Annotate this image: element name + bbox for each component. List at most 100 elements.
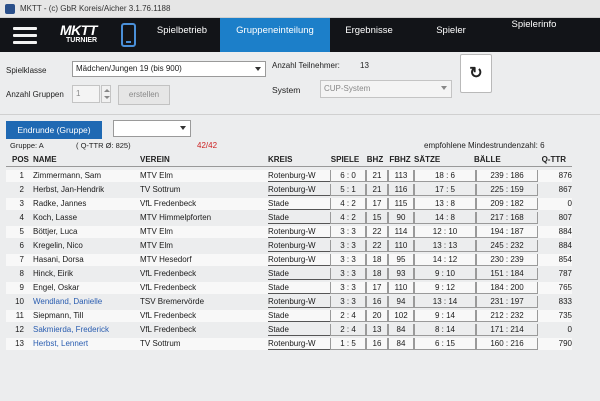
- cell-spiele: 2 : 4: [330, 310, 366, 322]
- main-navbar: MKTT TURNIER Spielbetrieb Gruppeneinteil…: [0, 18, 600, 52]
- tab-spieler[interactable]: Spieler: [436, 25, 466, 36]
- cell-pos: 10: [15, 297, 24, 306]
- table-row[interactable]: 8 Hinck, Eirik VfL Fredenbeck Stade 3 : 3 18 9…: [6, 268, 572, 280]
- cell-kreis: Rotenburg-W: [268, 338, 330, 350]
- cell-baelle: 231 : 197: [476, 296, 538, 308]
- cell-name: Hasani, Dorsa: [33, 255, 84, 264]
- table-row[interactable]: 3 Radke, Jannes VfL Fredenbeck Stade 4 : 2 17…: [6, 198, 572, 210]
- cell-fbhz: 113: [388, 170, 414, 182]
- tab-spielbetrieb[interactable]: Spielbetrieb: [156, 25, 208, 36]
- cell-kreis: Stade: [268, 268, 330, 280]
- cell-verein: MTV Himmelpforten: [140, 213, 212, 222]
- col-header-baelle: BÄLLE: [474, 155, 501, 164]
- cell-kreis: Rotenburg-W: [268, 240, 330, 252]
- cell-verein: MTV Elm: [140, 171, 173, 180]
- cell-qttr: 735: [558, 311, 572, 320]
- cell-pos: 2: [19, 185, 24, 194]
- stepper-up-icon: [104, 89, 110, 92]
- cell-saetze: 18 : 6: [414, 170, 476, 182]
- cell-pos: 3: [19, 199, 24, 208]
- cell-bhz: 22: [366, 240, 388, 252]
- cell-name: Wendland, Danielle: [33, 297, 103, 306]
- cell-baelle: 209 : 182: [476, 198, 538, 210]
- cell-saetze: 13 : 13: [414, 240, 476, 252]
- cell-bhz: 15: [366, 212, 388, 224]
- cell-bhz: 13: [366, 324, 388, 336]
- cell-baelle: 212 : 232: [476, 310, 538, 322]
- hamburger-menu-icon[interactable]: [13, 27, 37, 44]
- col-header-pos: POS: [12, 155, 29, 164]
- col-header-spiele: SPIELE: [330, 155, 360, 164]
- cell-bhz: 18: [366, 268, 388, 280]
- table-row[interactable]: 10 Wendland, Danielle TSV Bremervörde Roten…: [6, 296, 572, 308]
- cell-verein: TV Sottrum: [140, 339, 181, 348]
- cell-fbhz: 116: [388, 184, 414, 196]
- cell-fbhz: 94: [388, 296, 414, 308]
- refresh-button[interactable]: ↻: [460, 54, 492, 93]
- col-header-qttr: Q-TTR: [541, 155, 566, 164]
- table-row[interactable]: 2 Herbst, Jan-Hendrik TV Sottrum Rotenburg-…: [6, 184, 572, 196]
- cell-kreis: Rotenburg-W: [268, 296, 330, 308]
- cell-pos: 11: [15, 311, 24, 320]
- cell-pos: 9: [19, 283, 24, 292]
- system-select[interactable]: CUP-System: [320, 80, 452, 98]
- cell-baelle: 217 : 168: [476, 212, 538, 224]
- cell-saetze: 6 : 15: [414, 338, 476, 350]
- cell-qttr: 833: [558, 297, 572, 306]
- teilnehmer-value: 13: [360, 61, 369, 70]
- cell-spiele: 3 : 3: [330, 282, 366, 294]
- spielklasse-select[interactable]: Mädchen/Jungen 19 (bis 900): [72, 61, 266, 77]
- cell-bhz: 21: [366, 184, 388, 196]
- cell-bhz: 17: [366, 282, 388, 294]
- chevron-down-icon: [255, 67, 261, 71]
- cell-bhz: 18: [366, 254, 388, 266]
- table-row[interactable]: 9 Engel, Oskar VfL Fredenbeck Stade 3 : 3 17 1…: [6, 282, 572, 294]
- erstellen-button[interactable]: erstellen: [118, 85, 170, 105]
- cell-baelle: 194 : 187: [476, 226, 538, 238]
- cell-saetze: 17 : 5: [414, 184, 476, 196]
- cell-saetze: 14 : 12: [414, 254, 476, 266]
- endrunde-button[interactable]: Endrunde (Gruppe): [6, 121, 102, 139]
- mobile-device-icon[interactable]: [121, 23, 136, 47]
- tab-gruppeneinteilung[interactable]: Gruppeneinteilung: [220, 18, 330, 52]
- endrunde-select[interactable]: [113, 120, 191, 137]
- cell-spiele: 4 : 2: [330, 212, 366, 224]
- cell-bhz: 16: [366, 338, 388, 350]
- table-row[interactable]: 12 Sakmierda, Frederick VfL Fredenbeck Stad…: [6, 324, 572, 336]
- cell-kreis: Rotenburg-W: [268, 170, 330, 182]
- col-header-bhz: BHZ: [366, 155, 384, 164]
- cell-name: Radke, Jannes: [33, 199, 87, 208]
- system-label: System: [272, 85, 301, 95]
- cell-bhz: 16: [366, 296, 388, 308]
- tab-spielerinfo[interactable]: Spielerinfo: [511, 19, 557, 30]
- table-row[interactable]: 11 Siepmann, Till VfL Fredenbeck Stade 2 : 4…: [6, 310, 572, 322]
- cell-baelle: 230 : 239: [476, 254, 538, 266]
- cell-pos: 4: [19, 213, 24, 222]
- cell-name: Koch, Lasse: [33, 213, 78, 222]
- cell-saetze: 9 : 12: [414, 282, 476, 294]
- cell-name: Kregelin, Nico: [33, 241, 83, 250]
- cell-fbhz: 102: [388, 310, 414, 322]
- cell-saetze: 8 : 14: [414, 324, 476, 336]
- gruppen-stepper[interactable]: [101, 85, 111, 103]
- cell-spiele: 4 : 2: [330, 198, 366, 210]
- gruppe-label: Gruppe: A: [10, 141, 44, 150]
- table-row[interactable]: 5 Böttjer, Luca MTV Elm Rotenburg-W 3 : 3 22 1…: [6, 226, 572, 238]
- table-row[interactable]: 7 Hasani, Dorsa MTV Hesedorf Rotenburg-W 3 :…: [6, 254, 572, 266]
- cell-verein: TSV Bremervörde: [140, 297, 205, 306]
- cell-fbhz: 114: [388, 226, 414, 238]
- cell-saetze: 13 : 8: [414, 198, 476, 210]
- teilnehmer-label: Anzahl Teilnehmer:: [272, 61, 340, 70]
- cell-spiele: 3 : 3: [330, 226, 366, 238]
- table-row[interactable]: 6 Kregelin, Nico MTV Elm Rotenburg-W 3 : 3 22…: [6, 240, 572, 252]
- cell-saetze: 9 : 10: [414, 268, 476, 280]
- table-row[interactable]: 13 Herbst, Lennert TV Sottrum Rotenburg-W 1 …: [6, 338, 572, 350]
- cell-fbhz: 95: [388, 254, 414, 266]
- tab-ergebnisse[interactable]: Ergebnisse: [345, 25, 393, 36]
- gruppen-label: Anzahl Gruppen: [6, 90, 64, 99]
- cell-qttr: 0: [567, 199, 572, 208]
- cell-baelle: 245 : 232: [476, 240, 538, 252]
- gruppen-input[interactable]: 1: [72, 85, 100, 103]
